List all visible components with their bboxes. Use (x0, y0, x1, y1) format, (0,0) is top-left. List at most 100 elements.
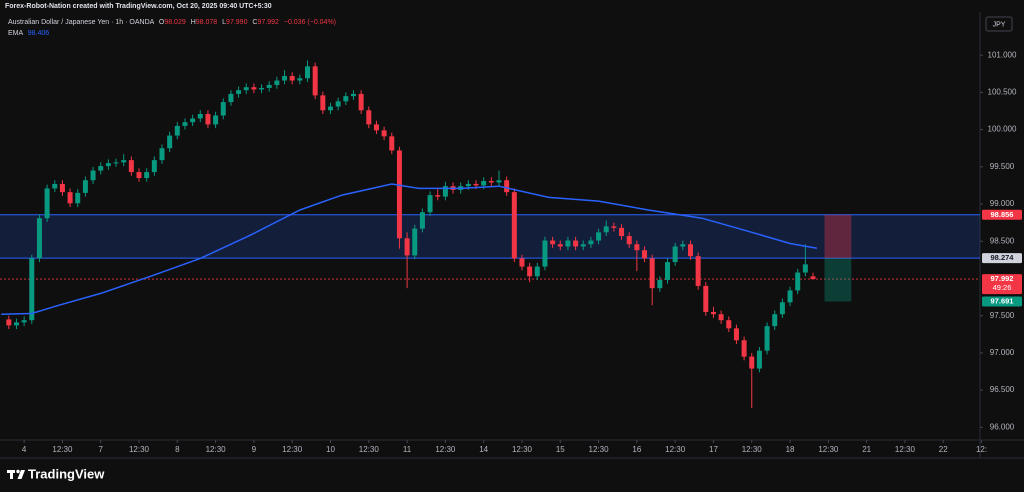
x-tick-label: 22 (939, 445, 948, 454)
candle-body (396, 150, 402, 239)
ohlc-value: 97.990 (226, 19, 248, 26)
candle-body (159, 148, 165, 161)
candle-body (243, 87, 249, 91)
ohlc-prefix: O (159, 19, 165, 26)
candle-body (565, 240, 571, 247)
x-tick-label: 12:30 (129, 445, 150, 454)
zone-bottom-label: 98.274 (991, 253, 1015, 262)
candle-body (190, 118, 196, 123)
candle-body (282, 76, 288, 81)
candle-body (680, 244, 686, 247)
candle-body (741, 340, 747, 357)
x-tick-label: 4 (22, 445, 27, 454)
candle-body (251, 87, 257, 90)
x-tick-label: 12:30 (206, 445, 227, 454)
x-tick-label: 14 (479, 445, 488, 454)
ema-line (1, 183, 818, 315)
candle-body (44, 188, 50, 219)
candle-body (197, 113, 203, 119)
candle-body (596, 232, 602, 241)
candle-body (358, 93, 364, 111)
change: −0.036 (−0.04%) (284, 19, 336, 26)
zone (0, 214, 980, 259)
candle-body (75, 192, 81, 204)
candle-body (442, 186, 448, 197)
candle-body (481, 180, 487, 186)
y-tick-label: 96.500 (990, 385, 1015, 394)
candle-body (90, 170, 96, 181)
brand-logo: TradingView (7, 466, 105, 481)
candle-body (419, 212, 425, 229)
candle-body (182, 122, 188, 126)
candle-body (665, 262, 671, 280)
y-tick-label: 99.000 (990, 199, 1015, 208)
x-tick-label: 21 (862, 445, 871, 454)
y-tick-label: 96.000 (990, 422, 1015, 431)
candle-body (305, 66, 311, 79)
candle-body (236, 90, 242, 94)
x-tick-label: 12:30 (52, 445, 73, 454)
candle-body (297, 78, 303, 81)
candle-body (465, 183, 471, 187)
candle-body (588, 240, 594, 245)
ohlc-value: 98.078 (196, 19, 218, 26)
x-tick-label: 18 (786, 445, 795, 454)
candle-body (52, 183, 58, 189)
candle-body (527, 266, 533, 277)
ema-legend: EMA 98.406 (8, 30, 49, 37)
y-tick-label: 99.500 (990, 162, 1015, 171)
candle-body (695, 256, 701, 286)
currency-box[interactable] (985, 16, 1013, 32)
candle-body (749, 356, 755, 369)
candle-body (542, 240, 548, 267)
candle-body (381, 130, 387, 137)
candle-body (36, 218, 42, 259)
currency[interactable]: JPY (993, 21, 1006, 28)
candle-body (228, 93, 234, 103)
candle-body (733, 328, 739, 341)
candle-body (105, 163, 111, 167)
x-tick-label: 12:30 (589, 445, 610, 454)
candle-body (511, 192, 517, 259)
candle-body (6, 319, 12, 326)
logo-shape (10, 470, 13, 479)
candle-body (710, 311, 716, 315)
candle-body (312, 66, 318, 96)
legend-line: Australian Dollar / Japanese Yen · 1h · … (8, 19, 336, 26)
candle-body (642, 250, 648, 259)
candle-body (220, 102, 226, 116)
candle-body (59, 183, 65, 193)
ema-name: EMA (8, 30, 24, 37)
x-tick-label: 9 (252, 445, 257, 454)
candle-body (21, 320, 27, 323)
x-tick-label: 16 (632, 445, 641, 454)
x-tick-label: 12:30 (895, 445, 916, 454)
candle-body (350, 93, 356, 97)
candle-body (266, 84, 272, 88)
y-tick-label: 101.000 (988, 50, 1017, 59)
candle-body (343, 96, 349, 102)
candle-body (289, 76, 295, 81)
last-price-label: 97.992 (991, 274, 1014, 283)
position-target (824, 258, 852, 302)
ohlc-prefix: H (191, 19, 196, 26)
y-tick-label: 97.500 (990, 311, 1015, 320)
candle-body (580, 244, 586, 247)
y-tick-label: 100.000 (988, 125, 1017, 134)
candle-body (82, 180, 88, 193)
last-price-label-countdown: 49:26 (993, 283, 1012, 292)
x-tick-label: 12:30 (512, 445, 533, 454)
candle-body (274, 80, 280, 85)
candle-body (626, 236, 632, 245)
y-tick-label: 97.000 (990, 348, 1015, 357)
ohlc-value: 97.992 (257, 19, 279, 26)
candle-body (320, 95, 326, 111)
ohlc-value: 98.029 (164, 19, 186, 26)
ohlc-prefix: C (252, 19, 257, 26)
candle-body (672, 246, 678, 263)
candle-body (473, 183, 479, 186)
x-tick-label: 12:30 (435, 445, 456, 454)
candle-body (504, 180, 510, 193)
